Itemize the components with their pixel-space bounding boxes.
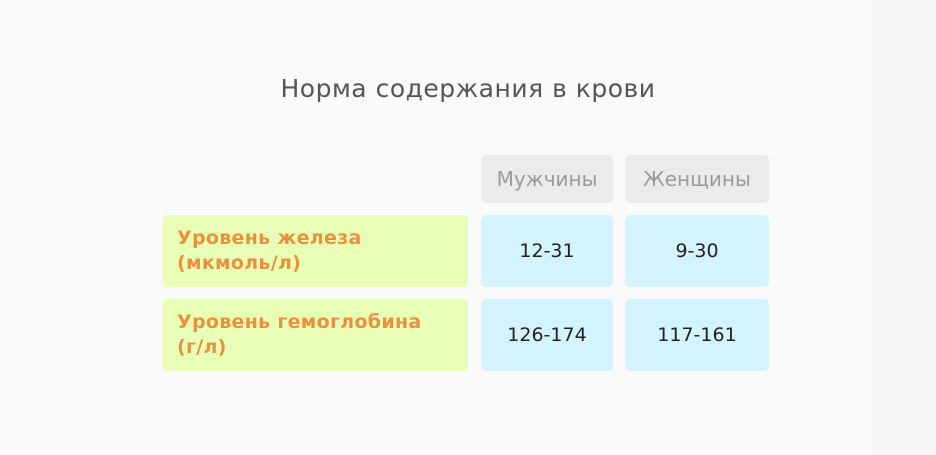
page-title: Норма содержания в крови bbox=[280, 74, 656, 103]
table-cell-iron-women: 9-30 bbox=[625, 215, 769, 287]
table-cell-hemoglobin-women: 117-161 bbox=[625, 299, 769, 371]
column-header-women: Женщины bbox=[625, 155, 769, 203]
row-label-iron: Уровень железа (мкмоль/л) bbox=[163, 215, 468, 287]
table-cell-iron-men: 12-31 bbox=[481, 215, 613, 287]
column-header-men: Мужчины bbox=[481, 155, 613, 203]
row-label-hemoglobin: Уровень гемоглобина (г/л) bbox=[163, 299, 468, 371]
table-cell-hemoglobin-men: 126-174 bbox=[481, 299, 613, 371]
